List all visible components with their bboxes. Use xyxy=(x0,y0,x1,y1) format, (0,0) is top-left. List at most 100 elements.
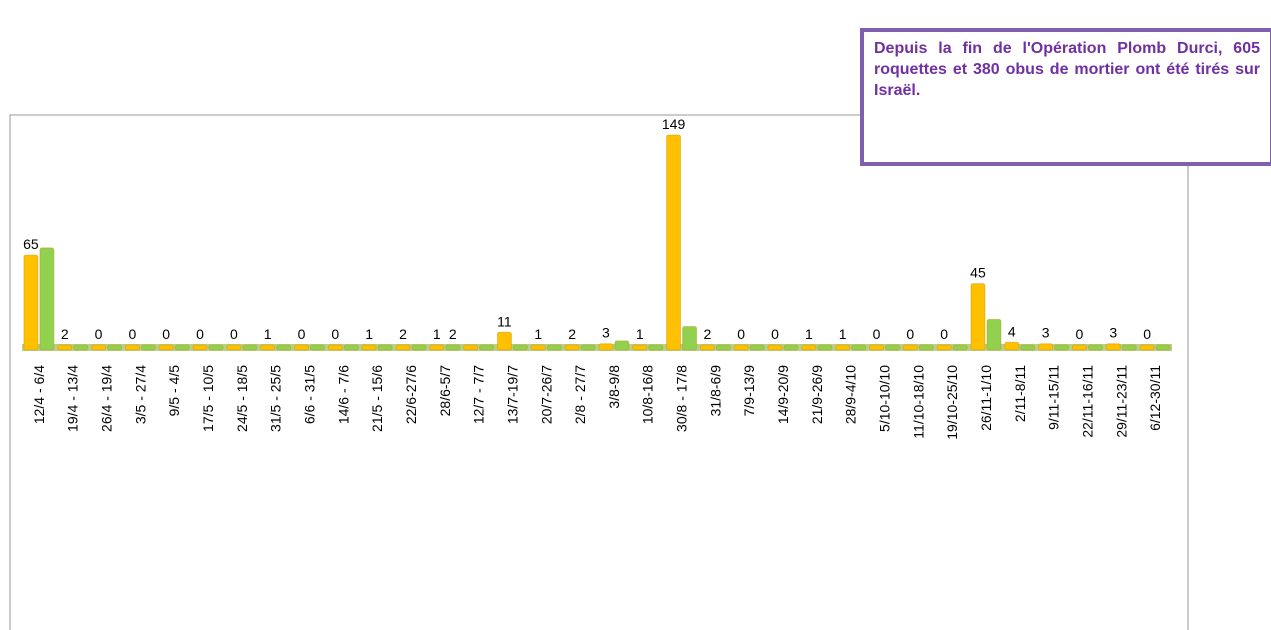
x-tick-label: 11/10-18/10 xyxy=(910,365,926,439)
bar xyxy=(1071,344,1087,351)
bar xyxy=(57,344,73,351)
bar xyxy=(936,344,952,351)
bar xyxy=(1105,343,1121,351)
bar xyxy=(869,344,884,351)
x-tick-label: 28/6-5/7 xyxy=(437,365,453,417)
data-label: 2 xyxy=(703,326,711,342)
bar xyxy=(666,134,682,351)
bar xyxy=(598,343,614,351)
bar xyxy=(294,344,309,351)
bar xyxy=(208,344,224,351)
bar xyxy=(73,344,89,351)
bar xyxy=(986,318,1002,351)
bar xyxy=(546,344,562,351)
x-tick-label: 13/7-19/7 xyxy=(504,365,520,424)
bar xyxy=(107,344,123,351)
bar xyxy=(970,283,986,351)
data-label: 0 xyxy=(196,326,204,342)
bar xyxy=(614,340,630,351)
bar xyxy=(801,344,817,351)
bar xyxy=(817,344,833,351)
bar xyxy=(226,344,242,351)
data-label: 0 xyxy=(1076,326,1084,342)
x-tick-label: 22/11-16/11 xyxy=(1079,365,1095,438)
bar xyxy=(952,344,968,351)
bar xyxy=(767,344,783,351)
data-label: 1 xyxy=(433,326,441,342)
bar xyxy=(496,331,512,351)
bar xyxy=(310,344,325,351)
data-label: 0 xyxy=(906,326,914,342)
x-tick-label: 9/5 - 4/5 xyxy=(166,365,182,417)
x-tick-label: 12/7 - 7/7 xyxy=(471,365,487,424)
data-label: 1 xyxy=(264,326,272,342)
chart-frame xyxy=(9,114,1189,630)
bar xyxy=(512,344,528,351)
x-tick-label: 14/6 - 7/6 xyxy=(335,365,351,424)
x-tick-label: 3/5 - 27/4 xyxy=(132,365,148,424)
data-label: 3 xyxy=(602,325,610,341)
x-tick-label: 19/4 - 13/4 xyxy=(65,365,81,432)
bar xyxy=(91,344,107,351)
bar xyxy=(445,344,461,351)
x-tick-label: 2/11-8/11 xyxy=(1012,365,1028,422)
data-label: 0 xyxy=(298,326,306,342)
data-label: 0 xyxy=(331,326,339,342)
data-label: 0 xyxy=(95,326,103,342)
data-label: 0 xyxy=(128,326,136,342)
data-label: 65 xyxy=(23,236,39,252)
data-label: 0 xyxy=(940,326,948,342)
bar xyxy=(648,344,664,351)
bar xyxy=(260,344,276,351)
x-tick-label: 21/9-26/9 xyxy=(809,365,825,424)
data-label: 2 xyxy=(568,326,576,342)
x-tick-label: 26/4 - 19/4 xyxy=(99,365,115,432)
bar xyxy=(1139,344,1155,351)
bar xyxy=(23,254,39,351)
bar xyxy=(39,247,55,351)
bar xyxy=(733,344,749,351)
bar xyxy=(192,344,208,351)
bar xyxy=(1155,344,1171,351)
annotation: Depuis la fin de l'Opération Plomb Durci… xyxy=(860,28,1271,166)
x-tick-label: 31/5 - 25/5 xyxy=(268,365,284,432)
bar xyxy=(158,344,174,351)
bar xyxy=(783,344,799,351)
bar xyxy=(327,344,343,351)
bar xyxy=(564,344,580,351)
data-label: 1 xyxy=(805,326,813,342)
bar xyxy=(902,344,918,351)
bar xyxy=(276,344,292,351)
bar xyxy=(1004,341,1020,351)
data-label: 2 xyxy=(61,326,69,342)
bar xyxy=(429,344,445,351)
bar xyxy=(1121,344,1137,351)
bar xyxy=(835,344,851,351)
x-tick-label: 19/10-25/10 xyxy=(944,365,960,440)
bar xyxy=(395,344,411,351)
x-tick-label: 20/7-26/7 xyxy=(538,365,554,424)
data-label: 1 xyxy=(636,326,644,342)
bar xyxy=(174,344,190,351)
data-label: 45 xyxy=(970,265,986,281)
data-label: 11 xyxy=(497,313,512,329)
bar xyxy=(632,344,648,351)
data-label: 0 xyxy=(737,326,745,342)
data-label: 2 xyxy=(449,326,457,342)
bar xyxy=(1020,344,1036,351)
data-label: 0 xyxy=(230,326,238,342)
bar xyxy=(682,326,698,351)
bar xyxy=(140,344,156,351)
data-label: 0 xyxy=(162,326,170,342)
bar xyxy=(411,344,427,351)
x-tick-label: 17/5 - 10/5 xyxy=(200,365,216,432)
x-tick-label: 2/8 - 27/7 xyxy=(572,365,588,424)
bar xyxy=(377,344,393,351)
x-tick-label: 10/8-16/8 xyxy=(640,365,656,424)
data-label: 1 xyxy=(365,326,373,342)
x-tick-label: 7/9-13/9 xyxy=(741,365,757,417)
data-label: 0 xyxy=(1143,326,1151,342)
floor xyxy=(22,344,1172,351)
